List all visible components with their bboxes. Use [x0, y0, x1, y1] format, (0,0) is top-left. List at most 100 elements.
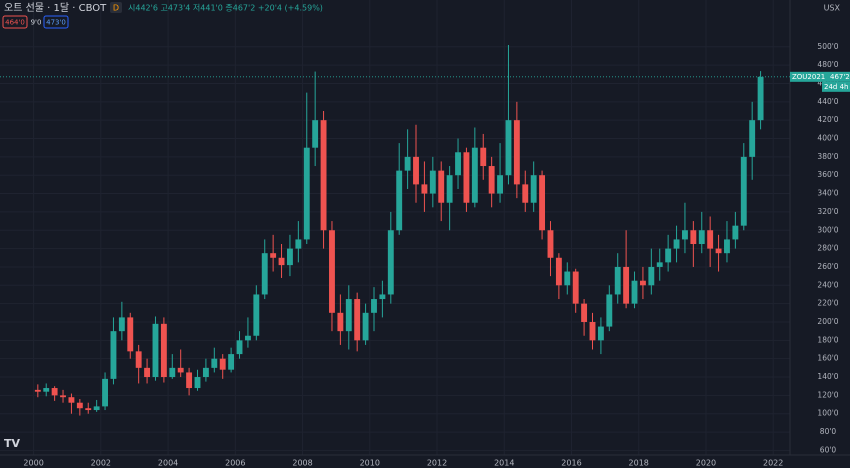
- candle-body: [295, 239, 302, 249]
- y-tick-label: 160'0: [817, 354, 838, 363]
- candle-body: [244, 335, 251, 341]
- candles: [34, 44, 764, 416]
- candle-body: [749, 120, 756, 157]
- candle-body: [211, 358, 218, 368]
- candle-body: [555, 257, 562, 286]
- candle-body: [329, 230, 335, 313]
- candle-body: [698, 230, 705, 245]
- candle-body: [76, 402, 83, 409]
- y-tick-label: 120'0: [817, 390, 838, 399]
- candle-body: [429, 170, 436, 194]
- x-tick-label: 2018: [629, 459, 649, 468]
- candle-body: [152, 323, 159, 378]
- candle-body: [287, 248, 293, 266]
- symbol-title: 오트 선물 · 1달 · CBOT: [4, 2, 107, 14]
- candle-body: [396, 170, 403, 231]
- candle-body: [135, 351, 142, 368]
- candle-body: [480, 147, 487, 167]
- candle-body: [614, 266, 621, 295]
- candle-body: [194, 377, 201, 389]
- candle-body: [505, 120, 512, 176]
- axes: 60'0 80'0 100'0 120'0 140'0 160'0 180'0 200'0 22…: [0, 42, 850, 468]
- candle-body: [581, 303, 588, 322]
- candle-body: [312, 120, 319, 148]
- button-bg: [2, 15, 28, 29]
- y-tick-label: 200'0: [817, 317, 838, 326]
- x-tick-label: 2022: [763, 459, 783, 468]
- candle-body: [303, 147, 310, 240]
- logo: TV: [4, 437, 21, 450]
- candle-body: [707, 230, 714, 249]
- candle-body: [606, 294, 613, 327]
- candle-body: [488, 166, 495, 194]
- candle-body: [219, 358, 226, 370]
- candle-body: [757, 76, 764, 121]
- candle-body: [127, 317, 134, 352]
- y-tick-label: 280'0: [817, 244, 838, 253]
- y-tick-label: 260'0: [817, 262, 838, 271]
- candle-body: [43, 388, 50, 392]
- grid: [0, 0, 790, 455]
- candle-body: [253, 294, 260, 336]
- candle-body: [715, 248, 722, 254]
- candle-body: [261, 253, 268, 295]
- candle-body: [68, 397, 75, 403]
- price-tag-bg: [790, 71, 850, 82]
- candle-body: [110, 331, 117, 379]
- sell-button[interactable]: 464'0: [5, 19, 25, 27]
- y-tick-label: 440'0: [817, 97, 838, 106]
- price-tag-countdown: 24d 4h: [824, 83, 848, 91]
- candle-body: [85, 408, 92, 411]
- x-tick-label: 2004: [158, 459, 178, 468]
- candle-body: [160, 323, 167, 378]
- candle-body: [656, 262, 663, 267]
- candle-body: [202, 367, 209, 378]
- candle-body: [724, 239, 730, 254]
- spread: 9'0: [31, 19, 42, 27]
- candle-body: [522, 184, 529, 203]
- candle-body: [471, 147, 478, 203]
- buy-button[interactable]: 473'0: [46, 19, 66, 27]
- candle-body: [371, 299, 377, 313]
- y-tick-label: 360'0: [817, 170, 838, 179]
- candle-body: [362, 312, 369, 341]
- candle-body: [60, 395, 66, 398]
- candle-body: [682, 230, 688, 240]
- countdown-bg: [822, 81, 850, 92]
- candle-body: [438, 170, 445, 203]
- y-tick-label: 240'0: [817, 280, 838, 289]
- candle-body: [404, 156, 411, 171]
- candle-body: [144, 367, 151, 378]
- y-tick-label: 420'0: [817, 115, 838, 124]
- candle-body: [530, 175, 537, 203]
- candle-body: [740, 156, 747, 226]
- candle-body: [413, 156, 419, 185]
- y-tick-label: 80'0: [820, 427, 837, 436]
- candle-body: [102, 378, 108, 407]
- candle-body: [673, 239, 680, 249]
- y-tick-label: 500'0: [817, 42, 838, 51]
- candle-body: [513, 120, 520, 185]
- x-tick-label: 2006: [225, 459, 245, 468]
- y-tick-label: 180'0: [817, 335, 838, 344]
- badge[interactable]: D: [113, 4, 119, 13]
- candle-body: [387, 230, 394, 295]
- y-tick-label: 220'0: [817, 299, 838, 308]
- currency[interactable]: USX: [824, 4, 841, 13]
- candle-body: [177, 367, 184, 373]
- candle-body: [118, 317, 125, 332]
- y-tick-label: 300'0: [817, 225, 838, 234]
- y-tick-label: 60'0: [820, 445, 837, 454]
- x-tick-label: 2014: [494, 459, 514, 468]
- candle-body: [539, 175, 546, 231]
- candle-body: [228, 354, 235, 370]
- candle-body: [455, 152, 461, 176]
- x-tick-label: 2002: [91, 459, 111, 468]
- candle-body: [497, 175, 503, 194]
- candle-body: [354, 299, 361, 341]
- candle-body: [547, 230, 554, 258]
- candle-body: [270, 253, 277, 258]
- candle-body: [51, 388, 58, 396]
